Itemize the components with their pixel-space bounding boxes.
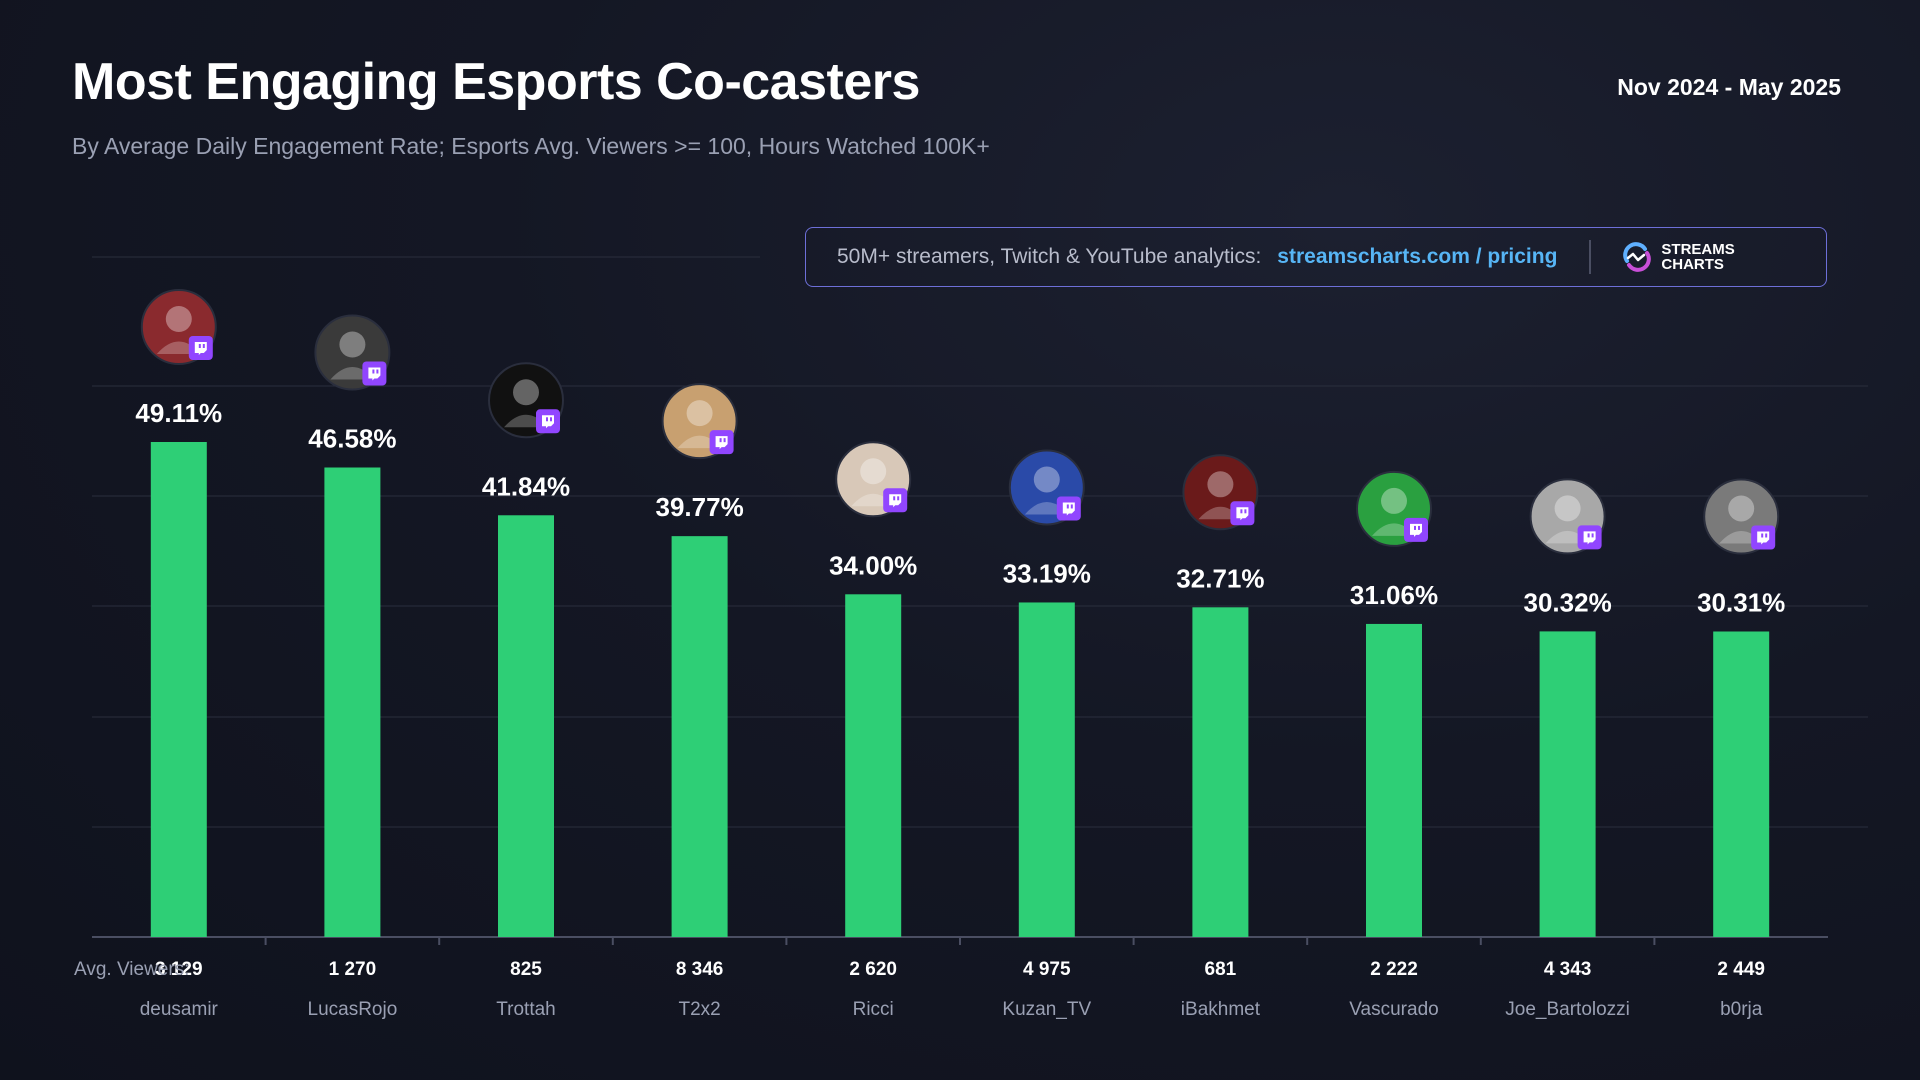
pricing-link[interactable]: streamscharts.com / pricing [1277, 245, 1558, 268]
twitch-glyph-eye [202, 344, 205, 348]
value-label: 30.32% [1524, 587, 1612, 617]
twitch-glyph-eye [1765, 533, 1768, 538]
avatar-head [1381, 487, 1407, 514]
promo-divider [1589, 240, 1592, 274]
avatar-head [165, 306, 192, 332]
bar-Vascurado [1366, 623, 1422, 937]
avatar-head [1033, 466, 1060, 493]
twitch-glyph-eye [1587, 533, 1590, 538]
category-label: Joe_Bartolozzi [1505, 999, 1630, 1020]
chart-title: Most Engaging Esports Co-casters [72, 53, 920, 111]
promo-banner[interactable]: 50M+ streamers, Twitch & YouTube analyti… [805, 227, 1827, 287]
category-label: iBakhmet [1181, 999, 1261, 1020]
avg-viewers-value: 2 222 [1370, 959, 1418, 980]
twitch-glyph-eye [1418, 525, 1420, 530]
value-label: 31.06% [1350, 580, 1438, 610]
bar-deusamir [150, 442, 207, 937]
twitch-glyph-eye [1591, 533, 1594, 538]
value-label: 46.58% [308, 424, 396, 454]
twitch-glyph-eye [893, 496, 896, 501]
streams-charts-logo: STREAMS CHARTS [1621, 241, 1735, 273]
value-label: 33.19% [1003, 558, 1091, 588]
bar-Kuzan_TV [1018, 602, 1075, 937]
avg-viewers-label: Avg. Viewers: [74, 959, 189, 980]
avg-viewers-value: 3 129 [155, 959, 203, 980]
twitch-glyph-eye [1414, 525, 1416, 530]
promo-text: 50M+ streamers, Twitch & YouTube analyti… [837, 245, 1262, 268]
category-label: b0rja [1720, 999, 1763, 1020]
value-label: 49.11% [135, 398, 222, 428]
value-label: 41.84% [482, 471, 570, 501]
logo-line2: CHARTS [1661, 256, 1724, 273]
twitch-glyph-eye [1761, 533, 1764, 538]
value-label: 32.71% [1176, 563, 1264, 593]
avatar-head [686, 400, 713, 427]
twitch-glyph-eye [723, 438, 726, 443]
bar-Ricci [845, 594, 902, 937]
twitch-glyph-eye [897, 496, 900, 501]
avatar-head [339, 331, 366, 358]
avg-viewers-value: 4 343 [1544, 959, 1592, 980]
bar-Joe_Bartolozzi [1539, 631, 1596, 937]
avg-viewers-value: 8 346 [676, 959, 724, 980]
twitch-glyph-eye [1240, 509, 1243, 514]
category-label: T2x2 [678, 999, 720, 1020]
category-label: deusamir [140, 999, 219, 1020]
avatar-head [860, 458, 887, 485]
category-label: Kuzan_TV [1002, 999, 1091, 1020]
chart-subtitle: By Average Daily Engagement Rate; Esport… [72, 133, 990, 159]
bar-b0rja [1713, 631, 1770, 937]
logo-wordmark: STREAMS CHARTS [1661, 242, 1734, 272]
avg-viewers-value: 4 975 [1023, 959, 1071, 980]
logo-line1: STREAMS [1661, 241, 1735, 258]
avg-viewers-value: 2 620 [849, 959, 897, 980]
bar-LucasRojo [324, 467, 381, 937]
avatar-head [513, 379, 539, 406]
bar-Trottah [498, 515, 554, 937]
value-label: 39.77% [656, 492, 744, 522]
value-label: 30.31% [1697, 587, 1785, 617]
twitch-glyph-eye [719, 438, 722, 443]
bar-iBakhmet [1192, 607, 1249, 937]
value-label: 34.00% [829, 550, 917, 580]
date-range: Nov 2024 - May 2025 [1617, 74, 1841, 100]
streams-charts-logo-icon [1623, 242, 1652, 272]
twitch-glyph-eye [372, 369, 375, 374]
twitch-glyph-eye [198, 344, 201, 348]
twitch-glyph-eye [1070, 504, 1073, 509]
avg-viewers-value: 681 [1205, 959, 1237, 980]
twitch-glyph-eye [550, 417, 552, 422]
twitch-glyph-eye [546, 417, 548, 422]
twitch-glyph-eye [376, 369, 379, 374]
avg-viewers-value: 2 449 [1717, 959, 1765, 980]
avatar-head [1554, 495, 1581, 522]
avatar-head [1207, 471, 1234, 498]
twitch-glyph-eye [1244, 509, 1247, 514]
bar-T2x2 [671, 536, 728, 937]
avg-viewers-value: 825 [510, 959, 542, 980]
avg-viewers-value: 1 270 [329, 959, 377, 980]
twitch-glyph-eye [1066, 504, 1069, 509]
category-label: LucasRojo [308, 999, 398, 1020]
avatar-head [1728, 495, 1755, 522]
category-label: Vascurado [1349, 999, 1438, 1020]
category-label: Trottah [496, 999, 556, 1020]
category-label: Ricci [853, 999, 894, 1020]
